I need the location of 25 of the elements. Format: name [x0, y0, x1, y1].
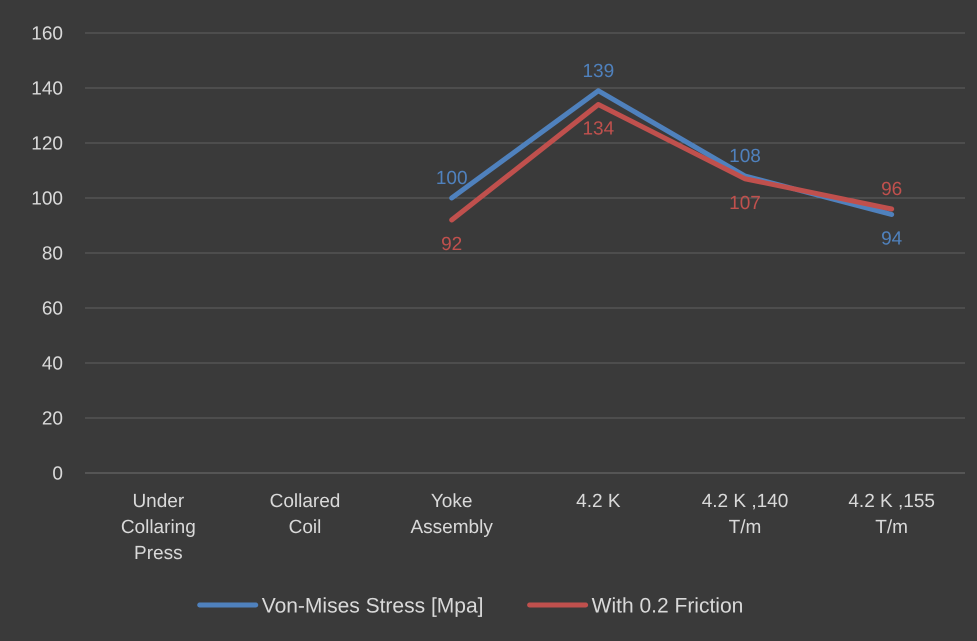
y-tick-label: 160: [31, 24, 63, 45]
data-label: 96: [881, 179, 902, 200]
y-tick-label: 140: [31, 78, 63, 100]
x-tick-label: 4.2 K ,155 T/m: [848, 491, 935, 538]
x-tick-label: 4.2 K: [576, 491, 621, 512]
data-label: 92: [441, 234, 462, 255]
x-tick-label: Collared Coil: [270, 491, 340, 538]
y-tick-label: 100: [31, 188, 63, 210]
legend-label: Von-Mises Stress [Mpa]: [262, 594, 484, 618]
x-tick-label: Yoke Assembly: [410, 491, 494, 538]
y-tick-label: 0: [52, 464, 63, 485]
data-label: 139: [582, 60, 614, 82]
data-label: 100: [436, 168, 468, 189]
y-tick-label: 120: [31, 134, 63, 155]
data-label: 108: [729, 146, 761, 167]
data-label: 107: [729, 192, 761, 214]
x-tick-label: Under Collaring Press: [120, 491, 196, 564]
y-tick-label: 20: [42, 408, 63, 430]
y-tick-label: 60: [42, 298, 63, 320]
y-tick-label: 40: [42, 354, 63, 375]
data-label: 94: [881, 228, 903, 250]
x-tick-label: 4.2 K ,140 T/m: [702, 491, 788, 538]
data-label: 134: [582, 118, 615, 140]
legend-label: With 0.2 Friction: [592, 594, 744, 618]
y-tick-label: 80: [42, 244, 63, 265]
